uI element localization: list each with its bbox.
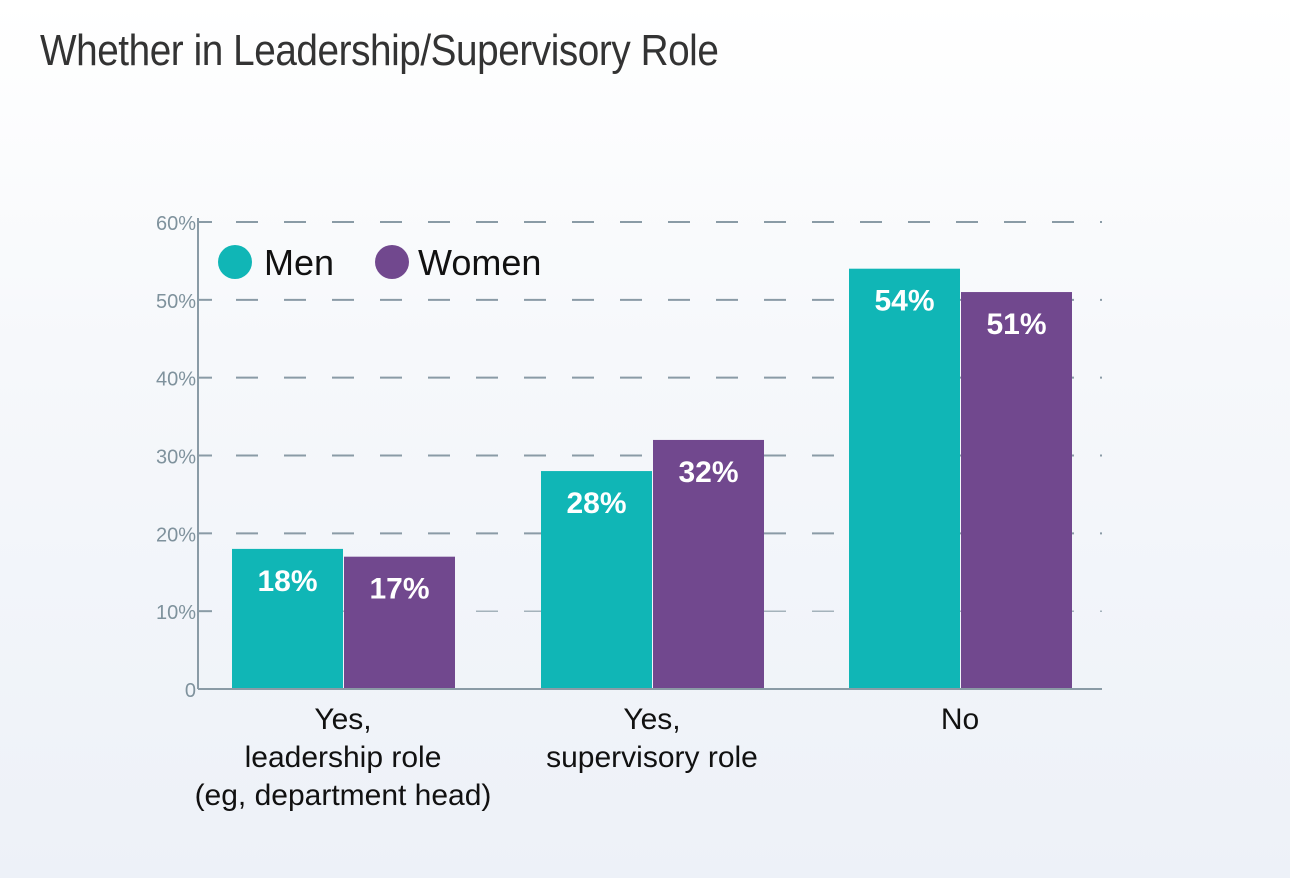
chart-title: Whether in Leadership/Supervisory Role (40, 26, 719, 75)
data-label: 17% (369, 573, 429, 606)
y-tick-label: 20% (156, 524, 196, 546)
data-label: 51% (986, 308, 1046, 341)
legend-marker-men (218, 245, 252, 279)
y-tick-label: 60% (156, 213, 196, 235)
bar-men (541, 471, 652, 689)
bar-men (849, 268, 960, 689)
bar-men (232, 548, 343, 689)
data-label: 32% (678, 456, 738, 489)
y-tick-label: 30% (156, 447, 196, 469)
data-label: 18% (257, 565, 317, 598)
category-label: leadership role (245, 741, 442, 774)
legend-label: Women (418, 242, 541, 283)
data-label: 28% (566, 487, 626, 520)
legend-marker-women (375, 245, 409, 279)
bar-women (653, 439, 764, 689)
legend-label: Men (264, 242, 334, 283)
category-label: Yes, (314, 703, 371, 736)
category-label: (eg, department head) (195, 779, 492, 812)
y-tick-label: 50% (156, 291, 196, 313)
data-label: 54% (874, 285, 934, 318)
y-tick-label: 0 (185, 680, 196, 702)
bar-women (344, 556, 455, 689)
category-label: No (941, 703, 979, 736)
y-tick-label: 40% (156, 369, 196, 391)
bar-women (961, 292, 1072, 689)
category-label: supervisory role (546, 741, 758, 774)
y-tick-label: 10% (156, 602, 196, 624)
category-label: Yes, (623, 703, 680, 736)
